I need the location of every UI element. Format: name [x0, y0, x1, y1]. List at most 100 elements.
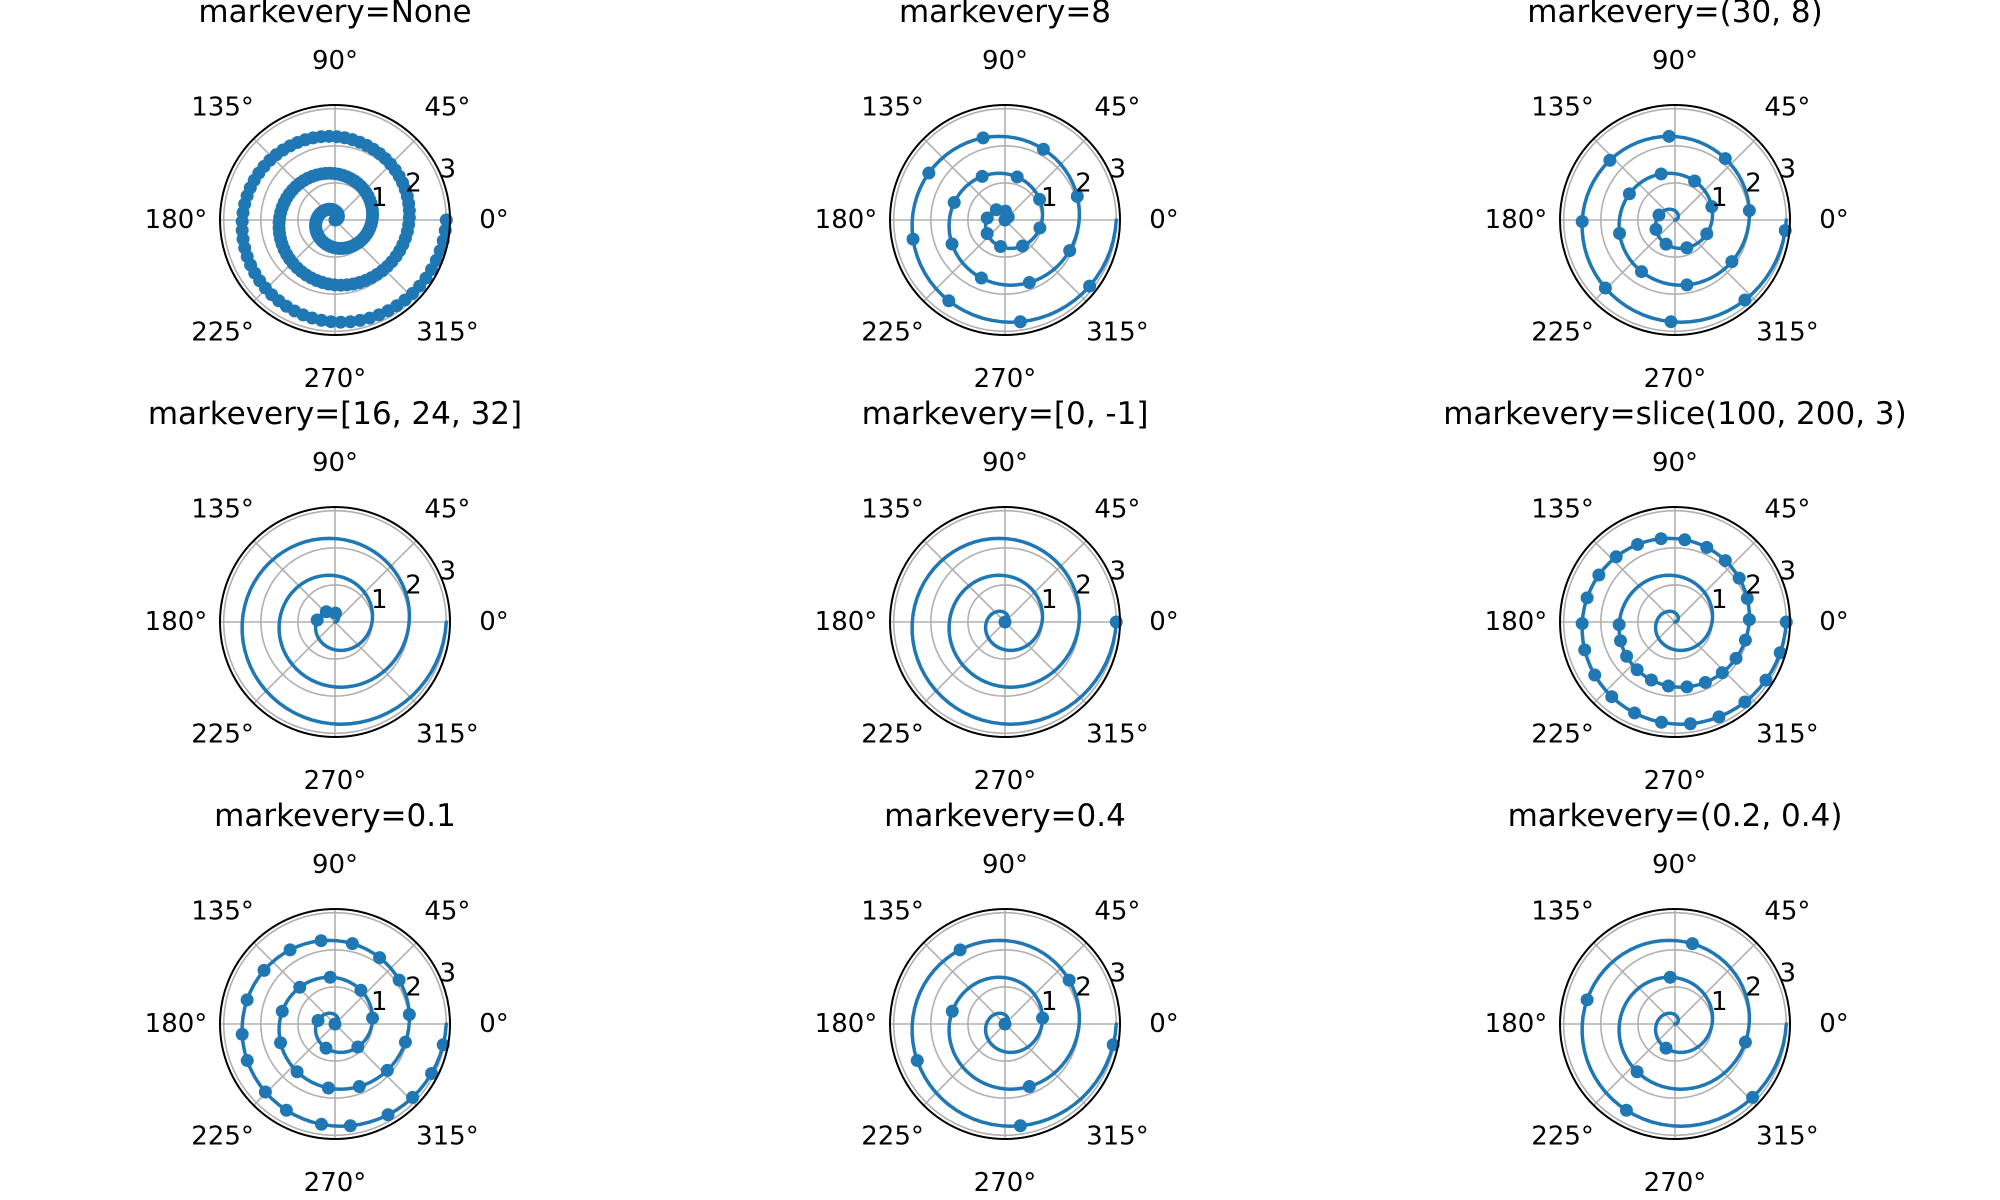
- theta-gridline: [334, 540, 417, 623]
- theta-tick-label: 135°: [861, 93, 924, 123]
- data-point-marker: [1678, 533, 1692, 547]
- subplot-title: markevery=(30, 8): [1527, 0, 1822, 30]
- r-tick-label: 3: [1780, 556, 1797, 586]
- theta-gridline: [1674, 540, 1757, 623]
- data-point-marker: [1613, 226, 1627, 240]
- data-point-marker: [343, 315, 357, 329]
- data-point-marker: [373, 951, 387, 965]
- r-tick-label: 2: [405, 973, 422, 1003]
- data-point-marker: [1649, 222, 1663, 236]
- theta-tick-label: 0°: [1149, 1009, 1179, 1039]
- data-point-marker: [980, 211, 994, 225]
- theta-tick-label: 45°: [424, 495, 470, 525]
- data-point-marker: [1634, 265, 1648, 279]
- theta-gridline: [923, 942, 1006, 1025]
- theta-tick-label: 315°: [416, 1121, 479, 1151]
- data-point-marker: [310, 613, 324, 627]
- data-point-marker: [1725, 255, 1739, 269]
- theta-tick-label: 225°: [1531, 317, 1594, 347]
- data-point-marker: [1603, 153, 1617, 167]
- polar-subplot-6: markevery=slice(100, 200, 3) 0° 45° 90° 135°…: [1443, 396, 1907, 796]
- data-point-marker: [398, 1035, 412, 1049]
- data-point-marker: [1738, 293, 1752, 307]
- polar-frame: [1559, 908, 1791, 1140]
- data-point-marker: [945, 237, 959, 251]
- data-point-marker: [994, 239, 1008, 253]
- r-tick-label: 1: [1041, 183, 1058, 213]
- data-point-marker: [976, 131, 990, 145]
- data-point-marker: [906, 232, 920, 246]
- data-point-marker: [1705, 200, 1719, 214]
- theta-gridline: [334, 942, 417, 1025]
- theta-tick-label: 90°: [982, 850, 1028, 880]
- data-point-marker: [1588, 668, 1602, 682]
- theta-tick-label: 90°: [1652, 448, 1698, 478]
- theta-tick-label: 315°: [1086, 1121, 1149, 1151]
- theta-tick-label: 0°: [1819, 607, 1849, 637]
- data-point-marker: [1746, 1090, 1760, 1104]
- subplot-title: markevery=None: [198, 0, 471, 30]
- data-point-marker: [947, 196, 961, 210]
- data-point-marker: [436, 1038, 450, 1052]
- data-point-marker: [352, 1080, 366, 1094]
- theta-gridline: [1004, 942, 1087, 1025]
- data-point-marker: [1773, 646, 1787, 660]
- data-point-marker: [1630, 663, 1644, 677]
- r-tick-label: 1: [1041, 585, 1058, 615]
- polar-frame: [889, 908, 1121, 1140]
- data-point-marker: [354, 983, 368, 997]
- theta-tick-label: 225°: [191, 1121, 254, 1151]
- polar-frame: [1559, 104, 1791, 336]
- polar-frame: [219, 104, 451, 336]
- polar-subplot-4: markevery=[16, 24, 32]0°45°90°135°180°22…: [145, 396, 522, 796]
- theta-tick-label: 180°: [815, 607, 878, 637]
- r-tick-label: 1: [1711, 987, 1728, 1017]
- theta-tick-label: 180°: [1485, 607, 1548, 637]
- data-point-marker: [274, 1036, 288, 1050]
- data-point-marker: [380, 1063, 394, 1077]
- data-point-marker: [1609, 550, 1623, 564]
- data-point-marker: [910, 1054, 924, 1068]
- data-point-marker: [945, 1004, 959, 1018]
- theta-gridline: [253, 942, 336, 1025]
- data-point-marker: [324, 315, 338, 329]
- theta-tick-label: 270°: [974, 1168, 1037, 1198]
- data-point-marker: [1592, 568, 1606, 582]
- data-point-marker: [1022, 276, 1036, 290]
- theta-gridline: [1004, 219, 1087, 302]
- theta-tick-label: 90°: [982, 448, 1028, 478]
- theta-tick-label: 135°: [1531, 897, 1594, 927]
- theta-gridline: [1004, 540, 1087, 623]
- data-point-marker: [1013, 1119, 1027, 1133]
- subplot-title: markevery=[16, 24, 32]: [148, 396, 522, 432]
- data-point-marker: [1605, 690, 1619, 704]
- data-point-marker: [1680, 278, 1694, 292]
- data-point-marker: [392, 973, 406, 987]
- data-point-marker: [1759, 673, 1773, 687]
- data-point-marker: [1740, 591, 1754, 605]
- polar-frame: [1559, 506, 1791, 738]
- theta-gridline: [1674, 621, 1757, 704]
- data-point-marker: [942, 294, 956, 308]
- data-point-marker: [1718, 152, 1732, 166]
- data-point-marker: [1738, 695, 1752, 709]
- data-point-marker: [1663, 970, 1677, 984]
- theta-tick-label: 45°: [424, 897, 470, 927]
- r-tick-label: 2: [1745, 169, 1762, 199]
- data-point-marker: [279, 1103, 293, 1117]
- data-point-marker: [1715, 666, 1729, 680]
- theta-tick-label: 180°: [145, 205, 208, 235]
- theta-tick-label: 225°: [1531, 1121, 1594, 1151]
- r-tick-label: 1: [1041, 987, 1058, 1017]
- r-tick-label: 2: [1075, 571, 1092, 601]
- data-point-marker: [323, 970, 337, 984]
- r-tick-label: 2: [1745, 973, 1762, 1003]
- theta-tick-label: 315°: [1756, 719, 1819, 749]
- theta-gridline: [1004, 138, 1087, 221]
- polar-frame: [219, 506, 451, 738]
- data-point-marker: [1654, 715, 1668, 729]
- data-point-marker: [1700, 540, 1714, 554]
- theta-tick-label: 225°: [861, 1121, 924, 1151]
- theta-tick-label: 135°: [861, 897, 924, 927]
